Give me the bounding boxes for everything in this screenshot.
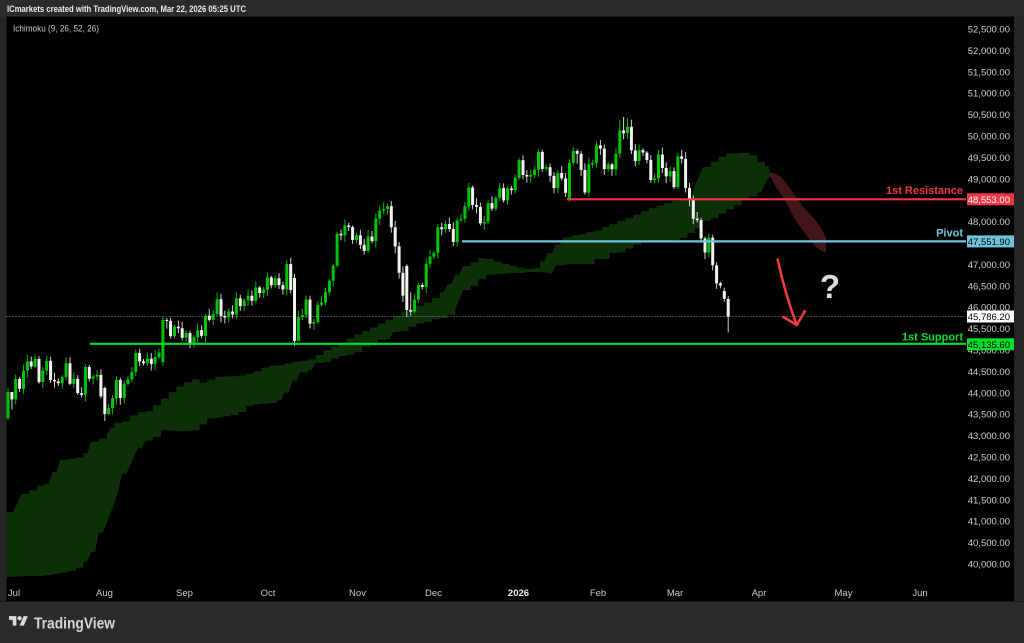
svg-text:42,000.00: 42,000.00 (968, 474, 1010, 485)
svg-text:49,000.00: 49,000.00 (968, 174, 1010, 185)
svg-text:42,500.00: 42,500.00 (968, 453, 1010, 464)
svg-text:Ichimoku (9, 26, 52, 26): Ichimoku (9, 26, 52, 26) (13, 24, 99, 35)
svg-text:44,500.00: 44,500.00 (968, 367, 1010, 378)
svg-text:49,500.00: 49,500.00 (968, 153, 1010, 164)
svg-text:40,500.00: 40,500.00 (968, 538, 1010, 549)
svg-text:44,000.00: 44,000.00 (968, 388, 1010, 399)
svg-text:TradingView: TradingView (34, 616, 115, 633)
svg-text:41,000.00: 41,000.00 (968, 517, 1010, 528)
svg-text:Jun: Jun (912, 588, 927, 599)
svg-text:50,000.00: 50,000.00 (968, 132, 1010, 143)
svg-text:43,000.00: 43,000.00 (968, 431, 1010, 442)
svg-text:Pivot: Pivot (936, 228, 963, 240)
svg-text:1st Support: 1st Support (902, 332, 963, 344)
svg-text:45,786.20: 45,786.20 (968, 312, 1010, 323)
svg-text:50,500.00: 50,500.00 (968, 110, 1010, 121)
svg-text:Oct: Oct (261, 588, 276, 599)
svg-text:Sep: Sep (176, 588, 193, 599)
svg-text:47,551.90: 47,551.90 (968, 237, 1010, 248)
svg-text:Feb: Feb (590, 588, 606, 599)
svg-text:51,000.00: 51,000.00 (968, 89, 1010, 100)
svg-text:52,000.00: 52,000.00 (968, 46, 1010, 57)
svg-text:46,000.00: 46,000.00 (968, 303, 1010, 314)
svg-text:48,000.00: 48,000.00 (968, 217, 1010, 228)
svg-text:45,000.00: 45,000.00 (968, 346, 1010, 357)
svg-text:45,500.00: 45,500.00 (968, 324, 1010, 335)
svg-text:45,135.60: 45,135.60 (968, 340, 1010, 351)
svg-text:Jul: Jul (8, 588, 20, 599)
svg-text:48,553.00: 48,553.00 (968, 195, 1010, 206)
svg-text:43,500.00: 43,500.00 (968, 410, 1010, 421)
svg-text:Aug: Aug (96, 588, 113, 599)
svg-text:40,000.00: 40,000.00 (968, 560, 1010, 571)
svg-text:2026: 2026 (508, 588, 529, 599)
svg-text:52,500.00: 52,500.00 (968, 25, 1010, 36)
svg-text:41,500.00: 41,500.00 (968, 495, 1010, 506)
svg-text:46,500.00: 46,500.00 (968, 281, 1010, 292)
svg-text:ICmarkets created with Trading: ICmarkets created with TradingView.com, … (7, 4, 246, 15)
svg-text:May: May (835, 588, 853, 599)
svg-text:Nov: Nov (349, 588, 366, 599)
svg-text:Apr: Apr (752, 588, 767, 599)
svg-text:Dec: Dec (425, 588, 442, 599)
svg-text:1st Resistance: 1st Resistance (886, 185, 963, 197)
svg-text:47,000.00: 47,000.00 (968, 260, 1010, 271)
svg-text:Mar: Mar (667, 588, 683, 599)
svg-text:51,500.00: 51,500.00 (968, 67, 1010, 78)
svg-text:?: ? (820, 268, 840, 305)
